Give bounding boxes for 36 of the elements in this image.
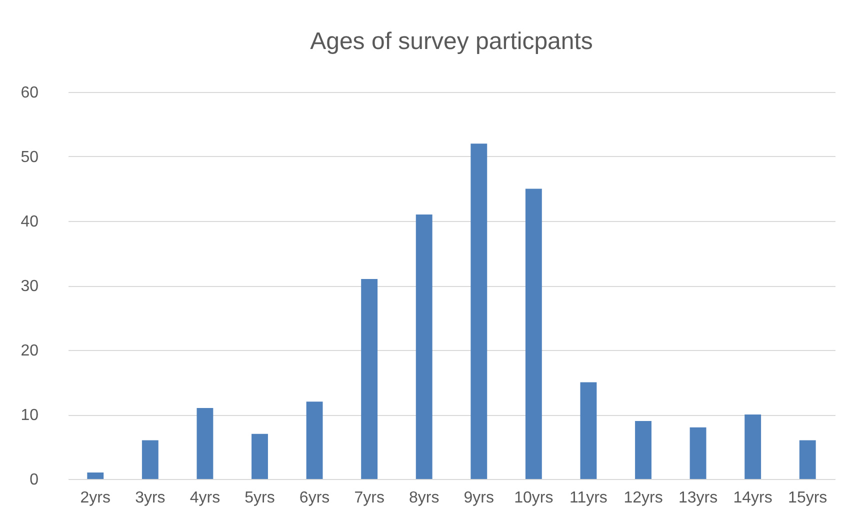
y-tick-label: 40 bbox=[20, 214, 39, 230]
y-tick-label: 30 bbox=[20, 278, 39, 295]
bar bbox=[252, 434, 268, 479]
y-tick-label: 20 bbox=[20, 342, 39, 360]
bar bbox=[416, 214, 432, 479]
bar bbox=[87, 472, 104, 479]
x-tick-label: 8yrs bbox=[408, 490, 440, 506]
bar bbox=[744, 414, 762, 479]
bar bbox=[635, 420, 652, 479]
y-tick-label: 50 bbox=[20, 149, 39, 166]
x-tick-label: 13yrs bbox=[678, 490, 718, 506]
bar bbox=[580, 382, 597, 479]
bar bbox=[361, 279, 378, 479]
y-tick-label: 0 bbox=[30, 472, 39, 488]
bar bbox=[799, 440, 816, 479]
x-tick-label: 11yrs bbox=[569, 490, 608, 506]
x-tick-label: 9yrs bbox=[464, 490, 494, 506]
y-tick-label: 10 bbox=[20, 407, 39, 424]
x-tick-label: 2yrs bbox=[80, 490, 111, 506]
x-tick-label: 5yrs bbox=[244, 490, 275, 506]
bar bbox=[196, 408, 214, 479]
x-tick-label: 3yrs bbox=[135, 490, 166, 506]
x-tick-label: 15yrs bbox=[788, 490, 828, 506]
bar bbox=[306, 402, 323, 479]
x-tick-label: 7yrs bbox=[354, 490, 384, 506]
chart-title: Ages of survey particpants bbox=[310, 28, 593, 55]
y-tick-label: 60 bbox=[20, 84, 39, 102]
x-tick-label: 14yrs bbox=[733, 490, 772, 506]
bar bbox=[525, 188, 542, 479]
x-tick-label: 4yrs bbox=[190, 490, 220, 506]
bar bbox=[142, 440, 158, 479]
x-tick-label: 12yrs bbox=[624, 490, 663, 506]
bar bbox=[690, 427, 706, 479]
x-tick-label: 6yrs bbox=[299, 490, 330, 506]
bar bbox=[470, 144, 488, 479]
x-tick-label: 10yrs bbox=[514, 490, 554, 506]
